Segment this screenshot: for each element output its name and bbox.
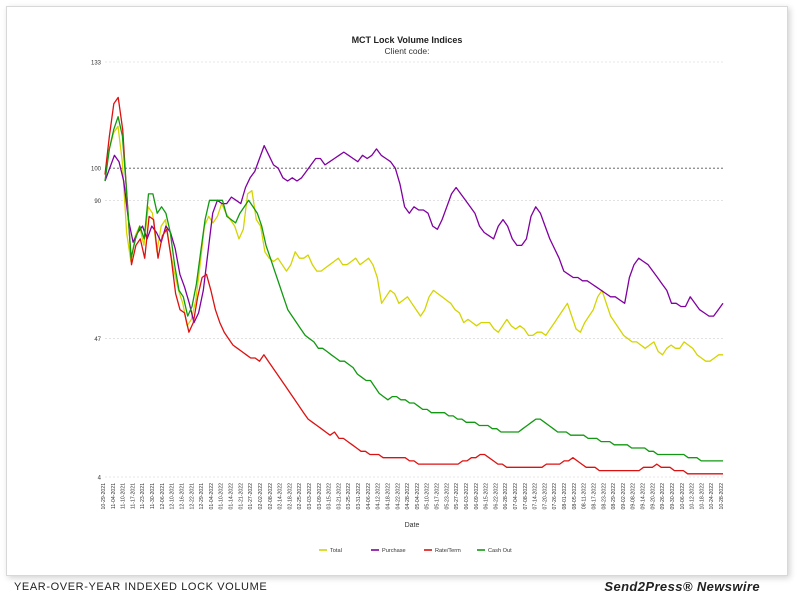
x-tick-label: 10-18-2022 [699, 483, 705, 510]
x-tick-label: 02-08-2022 [268, 483, 274, 510]
x-tick-label: 09-26-2022 [660, 483, 666, 510]
x-tick-label: 12-29-2021 [199, 483, 205, 510]
chart-subtitle: Client code: [385, 46, 430, 56]
chart-frame: MCT Lock Volume Indices Client code: 4 47… [6, 6, 788, 576]
x-tick-label: 01-21-2022 [238, 483, 244, 510]
x-tick-label: 08-23-2022 [601, 483, 607, 510]
x-tick-label: 07-04-2022 [513, 483, 519, 510]
x-tick-label: 10-06-2022 [680, 483, 686, 510]
x-tick-label: 01-27-2022 [248, 483, 254, 510]
y-tick-label: 100 [91, 167, 102, 173]
footer-brand: Send2Press® Newswire [604, 579, 760, 594]
x-tick-label: 12-06-2021 [160, 483, 166, 510]
x-tick-label: 02-25-2022 [297, 483, 303, 510]
x-axis-label: Date [405, 522, 420, 529]
y-tick-label: 47 [94, 337, 101, 343]
y-tick-label: 133 [91, 61, 102, 67]
x-tick-label: 11-30-2021 [150, 483, 156, 509]
chart-svg: MCT Lock Volume Indices Client code: 4 47… [91, 35, 725, 554]
x-tick-label: 03-15-2022 [327, 483, 333, 510]
x-tick-label: 08-01-2022 [562, 483, 568, 510]
x-tick-label: 07-14-2022 [533, 483, 539, 510]
x-tick-label: 02-14-2022 [278, 483, 284, 510]
x-tick-label: 05-23-2022 [444, 483, 450, 510]
x-tick-label: 04-06-2022 [366, 483, 372, 510]
chart-title: MCT Lock Volume Indices [352, 35, 463, 45]
x-tick-label: 09-08-2022 [631, 483, 637, 510]
x-tick-label: 07-20-2022 [542, 483, 548, 510]
y-tick-label: 4 [98, 476, 102, 482]
x-tick-label: 11-10-2021 [121, 483, 127, 509]
x-tick-label: 01-10-2022 [219, 483, 225, 510]
x-tick-label: 08-17-2022 [591, 483, 597, 510]
x-tick-label: 10-12-2022 [690, 483, 696, 510]
x-tick-label: 08-11-2022 [582, 483, 588, 509]
x-tick-label: 05-27-2022 [454, 483, 460, 510]
x-tick-label: 03-31-2022 [356, 483, 362, 510]
legend-label: Rate/Term [435, 548, 461, 554]
x-tick-label: 03-25-2022 [346, 483, 352, 510]
x-tick-label: 01-14-2022 [229, 483, 235, 510]
x-tick-label: 06-09-2022 [474, 483, 480, 510]
legend-label: Total [330, 548, 342, 554]
x-tick-label: 04-18-2022 [385, 483, 391, 510]
x-tick-label: 08-05-2022 [572, 483, 578, 510]
x-tick-label: 06-28-2022 [503, 483, 509, 510]
x-tick-label: 02-18-2022 [287, 483, 293, 510]
x-tick-label: 09-02-2022 [621, 483, 627, 510]
x-tick-label: 12-10-2021 [170, 483, 176, 510]
series-line-rate-term [104, 96, 723, 475]
x-tick-label: 07-26-2022 [552, 483, 558, 510]
x-tick-label: 07-08-2022 [523, 483, 529, 510]
x-tick-label: 02-02-2022 [258, 483, 264, 510]
x-tick-label: 09-14-2022 [641, 483, 647, 510]
legend-label: Purchase [382, 548, 406, 554]
legend-label: Cash Out [488, 548, 512, 554]
x-tick-label: 12-16-2021 [179, 483, 185, 510]
x-tick-label: 04-28-2022 [405, 483, 411, 510]
x-tick-label: 04-12-2022 [376, 483, 382, 510]
footer-bar: YEAR-OVER-YEAR INDEXED LOCK VOLUME Send2… [0, 576, 800, 600]
x-tick-label: 05-10-2022 [425, 483, 431, 510]
x-tick-label: 05-04-2022 [415, 483, 421, 510]
x-tick-label: 01-04-2022 [209, 483, 215, 510]
x-tick-label: 09-20-2022 [650, 483, 656, 510]
x-tick-label: 10-28-2022 [719, 483, 725, 510]
x-tick-label: 12-22-2021 [189, 483, 195, 510]
x-tick-label: 03-03-2022 [307, 483, 313, 510]
x-tick-label: 11-04-2021 [111, 483, 117, 509]
y-tick-label: 90 [94, 199, 101, 205]
x-tick-label: 03-21-2022 [336, 483, 342, 510]
x-tick-label: 06-03-2022 [464, 483, 470, 510]
x-tick-label: 08-29-2022 [611, 483, 617, 510]
series-line-total [104, 125, 723, 362]
x-tick-label: 06-15-2022 [484, 483, 490, 510]
footer-caption: YEAR-OVER-YEAR INDEXED LOCK VOLUME [14, 581, 268, 593]
x-tick-label: 09-30-2022 [670, 483, 676, 510]
series-line-cash-out [104, 116, 723, 462]
series-line-purchase [104, 144, 724, 324]
x-tick-label: 06-22-2022 [493, 483, 499, 510]
x-tick-label: 10-29-2021 [101, 483, 107, 510]
x-tick-label: 10-24-2022 [709, 483, 715, 510]
x-tick-label: 11-17-2021 [130, 483, 136, 509]
x-tick-label: 04-22-2022 [395, 483, 401, 510]
x-tick-label: 03-09-2022 [317, 483, 323, 510]
x-tick-label: 11-23-2021 [140, 483, 146, 509]
x-tick-label: 05-17-2022 [435, 483, 441, 510]
